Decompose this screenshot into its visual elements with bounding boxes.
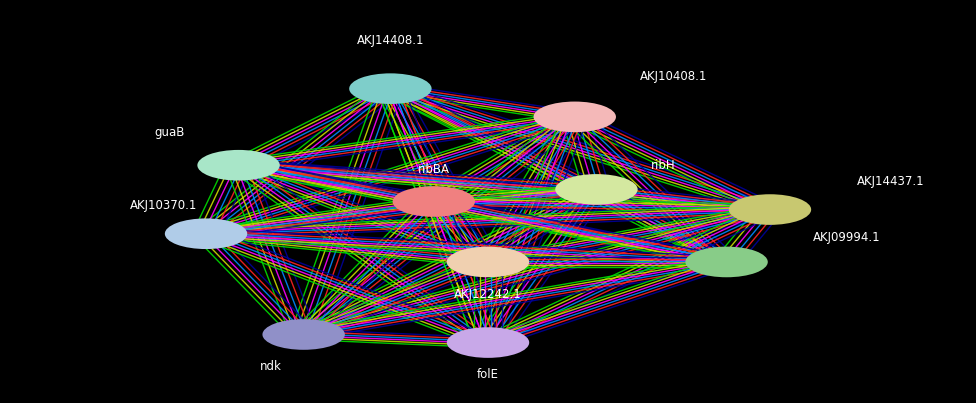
Circle shape <box>392 186 475 217</box>
Circle shape <box>447 327 529 358</box>
Circle shape <box>534 102 616 132</box>
Circle shape <box>685 247 768 277</box>
Text: ribBA: ribBA <box>418 163 450 176</box>
Circle shape <box>555 174 637 205</box>
Circle shape <box>447 247 529 277</box>
Circle shape <box>263 319 345 350</box>
Text: AKJ14408.1: AKJ14408.1 <box>356 34 425 47</box>
Text: AKJ12242.1: AKJ12242.1 <box>454 288 522 301</box>
Text: guaB: guaB <box>154 127 184 139</box>
Text: AKJ10408.1: AKJ10408.1 <box>640 70 708 83</box>
Circle shape <box>197 150 280 181</box>
Circle shape <box>729 194 811 225</box>
Circle shape <box>349 73 431 104</box>
Text: ribH: ribH <box>651 159 675 172</box>
Circle shape <box>165 218 247 249</box>
Text: AKJ09994.1: AKJ09994.1 <box>813 231 881 244</box>
Text: ndk: ndk <box>261 360 282 373</box>
Text: folE: folE <box>477 368 499 381</box>
Text: AKJ14437.1: AKJ14437.1 <box>857 175 924 188</box>
Text: AKJ10370.1: AKJ10370.1 <box>130 199 197 212</box>
